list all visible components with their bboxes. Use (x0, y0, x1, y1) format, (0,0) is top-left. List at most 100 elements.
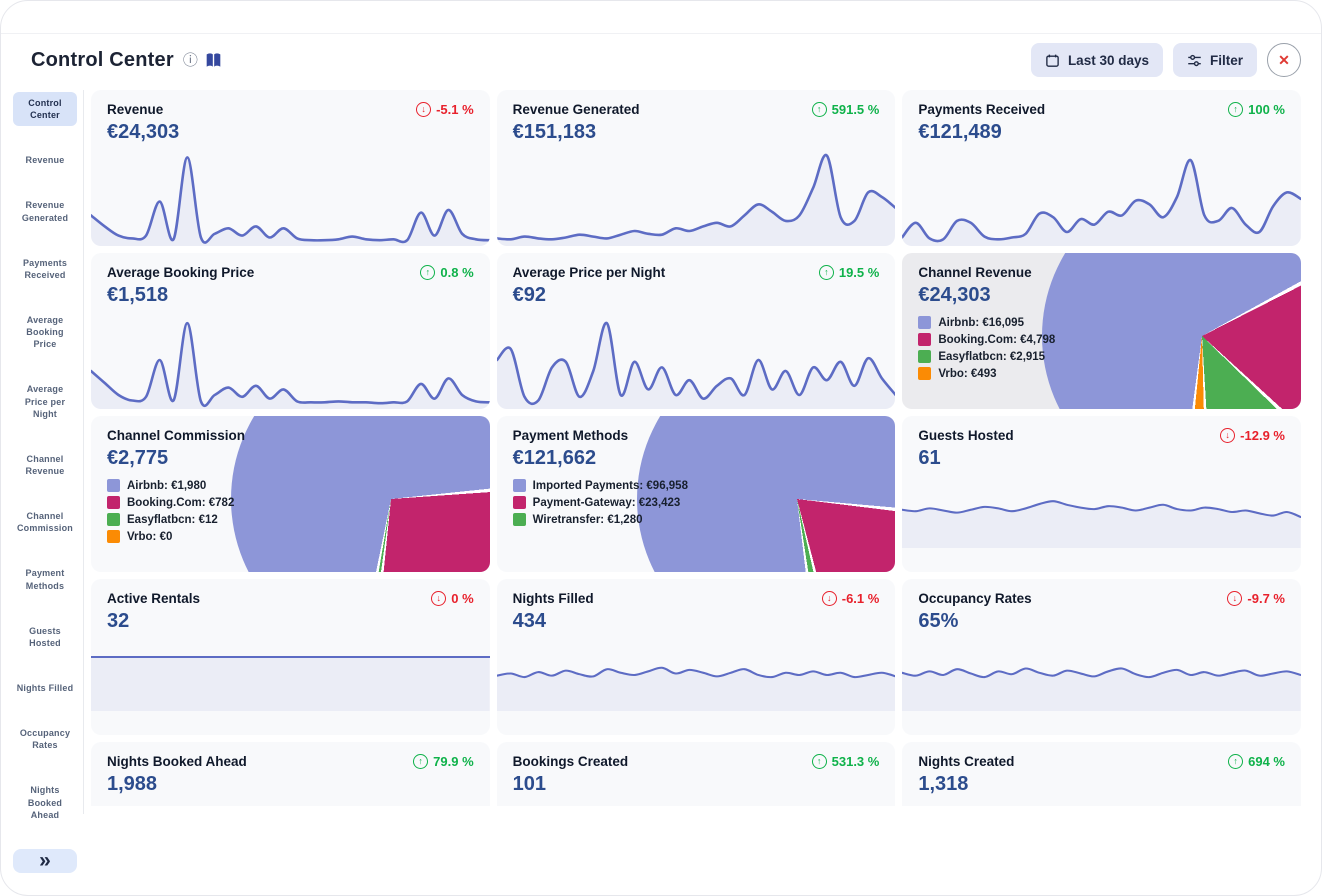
legend-item: Booking.Com: €782 (107, 496, 474, 509)
legend-text: Easyflatbcn: €2,915 (938, 350, 1046, 363)
change-value: -9.7 % (1247, 591, 1285, 606)
metric-value: 1,988 (107, 773, 158, 795)
pie-legend: Airbnb: €1,980 Booking.Com: €782 Easyflatb… (107, 479, 474, 543)
card-payments-received[interactable]: Payments Received ↑ 100 % €121,489 (902, 90, 1301, 246)
change-badge: ↑ 531.3 % (811, 754, 880, 769)
sidebar: Control Center Revenue Revenue Generated… (13, 90, 77, 873)
legend-swatch-icon (107, 513, 120, 526)
change-badge: ↓ 0 % (431, 591, 474, 606)
legend-swatch-icon (512, 479, 526, 492)
change-value: 79.9 % (433, 754, 474, 769)
sparkline-chart (91, 146, 490, 246)
change-value: 0 % (451, 591, 474, 606)
card-active-rentals[interactable]: Active Rentals ↓ 0 % 32 (91, 579, 490, 735)
sidebar-item-revenue-generated[interactable]: Revenue Generated (21, 200, 69, 223)
trend-arrow-icon: ↓ (821, 591, 837, 606)
change-badge: ↑ 19.5 % (818, 265, 879, 280)
pie-chart (231, 416, 490, 572)
sidebar-item-revenue[interactable]: Revenue (25, 155, 65, 166)
info-icon[interactable]: ⓘ (182, 51, 198, 69)
date-range-button[interactable]: Last 30 days (1030, 43, 1163, 77)
sidebar-divider (83, 90, 84, 814)
trend-arrow-icon: ↑ (1228, 102, 1244, 117)
change-badge: ↑ 694 % (1228, 754, 1285, 769)
sidebar-item-average-price-per-night[interactable]: Average Price per Night (24, 384, 66, 419)
legend-text: Airbnb: €1,980 (127, 479, 207, 492)
sidebar-item-guests-hosted[interactable]: Guests Hosted (29, 625, 61, 648)
legend-text: Vrbo: €0 (127, 530, 173, 543)
card-payment-methods[interactable]: Payment Methods €121,662 Imported Paymen… (496, 416, 896, 572)
card-title: Nights Booked Ahead (107, 754, 247, 769)
window-top-strip (1, 1, 1321, 34)
card-average-price-per-night[interactable]: Average Price per Night ↑ 19.5 % €92 (496, 253, 896, 409)
metric-value: 434 (512, 610, 547, 632)
sidebar-item-control-center[interactable]: Control Center (13, 92, 77, 127)
legend-swatch-icon (107, 479, 120, 492)
pie-chart (636, 416, 896, 572)
card-channel-revenue[interactable]: Channel Revenue €24,303 Airbnb: €16,095 B… (902, 253, 1301, 409)
change-value: 694 % (1248, 754, 1285, 769)
trend-arrow-icon: ↑ (811, 102, 827, 117)
card-channel-commission[interactable]: Channel Commission €2,775 Airbnb: €1,980… (91, 416, 490, 572)
legend-item: Easyflatbcn: €12 (107, 513, 474, 526)
legend-item: Vrbo: €493 (918, 367, 1285, 380)
card-occupancy-rates[interactable]: Occupancy Rates ↓ -9.7 % 65% (902, 579, 1301, 735)
legend-swatch-icon (107, 496, 120, 509)
sparkline-chart (902, 633, 1301, 711)
metric-value: €121,662 (512, 447, 597, 469)
card-average-booking-price[interactable]: Average Booking Price ↑ 0.8 % €1,518 (91, 253, 490, 409)
metric-value: 1,318 (918, 773, 969, 795)
sidebar-expand-button[interactable]: » (13, 848, 77, 873)
card-nights-created[interactable]: Nights Created ↑ 694 % 1,318 (902, 742, 1301, 806)
close-button[interactable]: ✕ (1267, 43, 1301, 77)
sparkline-chart (902, 146, 1301, 246)
sidebar-item-payment-methods[interactable]: Payment Methods (25, 568, 65, 591)
sidebar-item-average-booking-price[interactable]: Average Booking Price (26, 314, 64, 350)
metric-value: 65% (918, 610, 959, 632)
change-value: 100 % (1248, 102, 1285, 117)
sparkline-chart (91, 633, 490, 711)
legend-text: Wiretransfer: €1,280 (532, 513, 643, 526)
card-nights-filled[interactable]: Nights Filled ↓ -6.1 % 434 (496, 579, 896, 735)
legend-item: Easyflatbcn: €2,915 (918, 350, 1285, 363)
change-value: -12.9 % (1240, 428, 1285, 443)
legend-item: Vrbo: €0 (107, 530, 474, 543)
card-title: Nights Created (918, 754, 1015, 769)
legend-text: Airbnb: €16,095 (938, 316, 1024, 329)
card-title: Average Booking Price (107, 265, 255, 280)
legend-item: Imported Payments: €96,958 (512, 479, 880, 492)
trend-arrow-icon: ↓ (431, 591, 447, 606)
trend-arrow-icon: ↓ (416, 102, 432, 117)
sidebar-item-nights-booked-ahead[interactable]: Nights Booked Ahead (27, 785, 63, 820)
legend-swatch-icon (107, 530, 120, 543)
legend-text: Booking.Com: €4,798 (938, 333, 1056, 346)
card-nights-booked-ahead[interactable]: Nights Booked Ahead ↑ 79.9 % 1,988 (91, 742, 490, 806)
sidebar-item-channel-commission[interactable]: Channel Commission (16, 511, 73, 534)
legend-text: Booking.Com: €782 (127, 496, 235, 509)
card-guests-hosted[interactable]: Guests Hosted ↓ -12.9 % 61 (902, 416, 1301, 572)
sidebar-item-payments-received[interactable]: Payments Received (22, 257, 68, 280)
card-bookings-created[interactable]: Bookings Created ↑ 531.3 % 101 (496, 742, 896, 806)
card-title: Payment Methods (512, 428, 629, 443)
metric-value: €92 (512, 284, 547, 306)
change-badge: ↓ -9.7 % (1227, 591, 1285, 606)
change-badge: ↓ -12.9 % (1220, 428, 1285, 443)
legend-swatch-icon (918, 333, 932, 346)
sidebar-item-channel-revenue[interactable]: Channel Revenue (25, 453, 65, 476)
legend-item: Wiretransfer: €1,280 (512, 513, 880, 526)
sidebar-item-nights-filled[interactable]: Nights Filled (16, 682, 74, 693)
sidebar-item-occupancy-rates[interactable]: Occupancy Rates (19, 728, 71, 751)
sparkline-chart (496, 146, 896, 246)
card-revenue[interactable]: Revenue ↓ -5.1 % €24,303 (91, 90, 490, 246)
filter-button[interactable]: Filter (1172, 43, 1257, 77)
card-title: Occupancy Rates (918, 591, 1032, 606)
filter-label: Filter (1209, 52, 1243, 68)
calendar-icon (1046, 54, 1059, 67)
sparkline-chart (496, 633, 896, 711)
page-header: Control Center ⓘ Last 30 days Filter ✕ (1, 34, 1321, 86)
card-revenue-generated[interactable]: Revenue Generated ↑ 591.5 % €151,183 (496, 90, 896, 246)
metrics-grid: Revenue ↓ -5.1 % €24,303 Revenue Generate… (91, 90, 1301, 806)
docs-book-icon[interactable] (205, 52, 222, 68)
change-value: 531.3 % (831, 754, 880, 769)
